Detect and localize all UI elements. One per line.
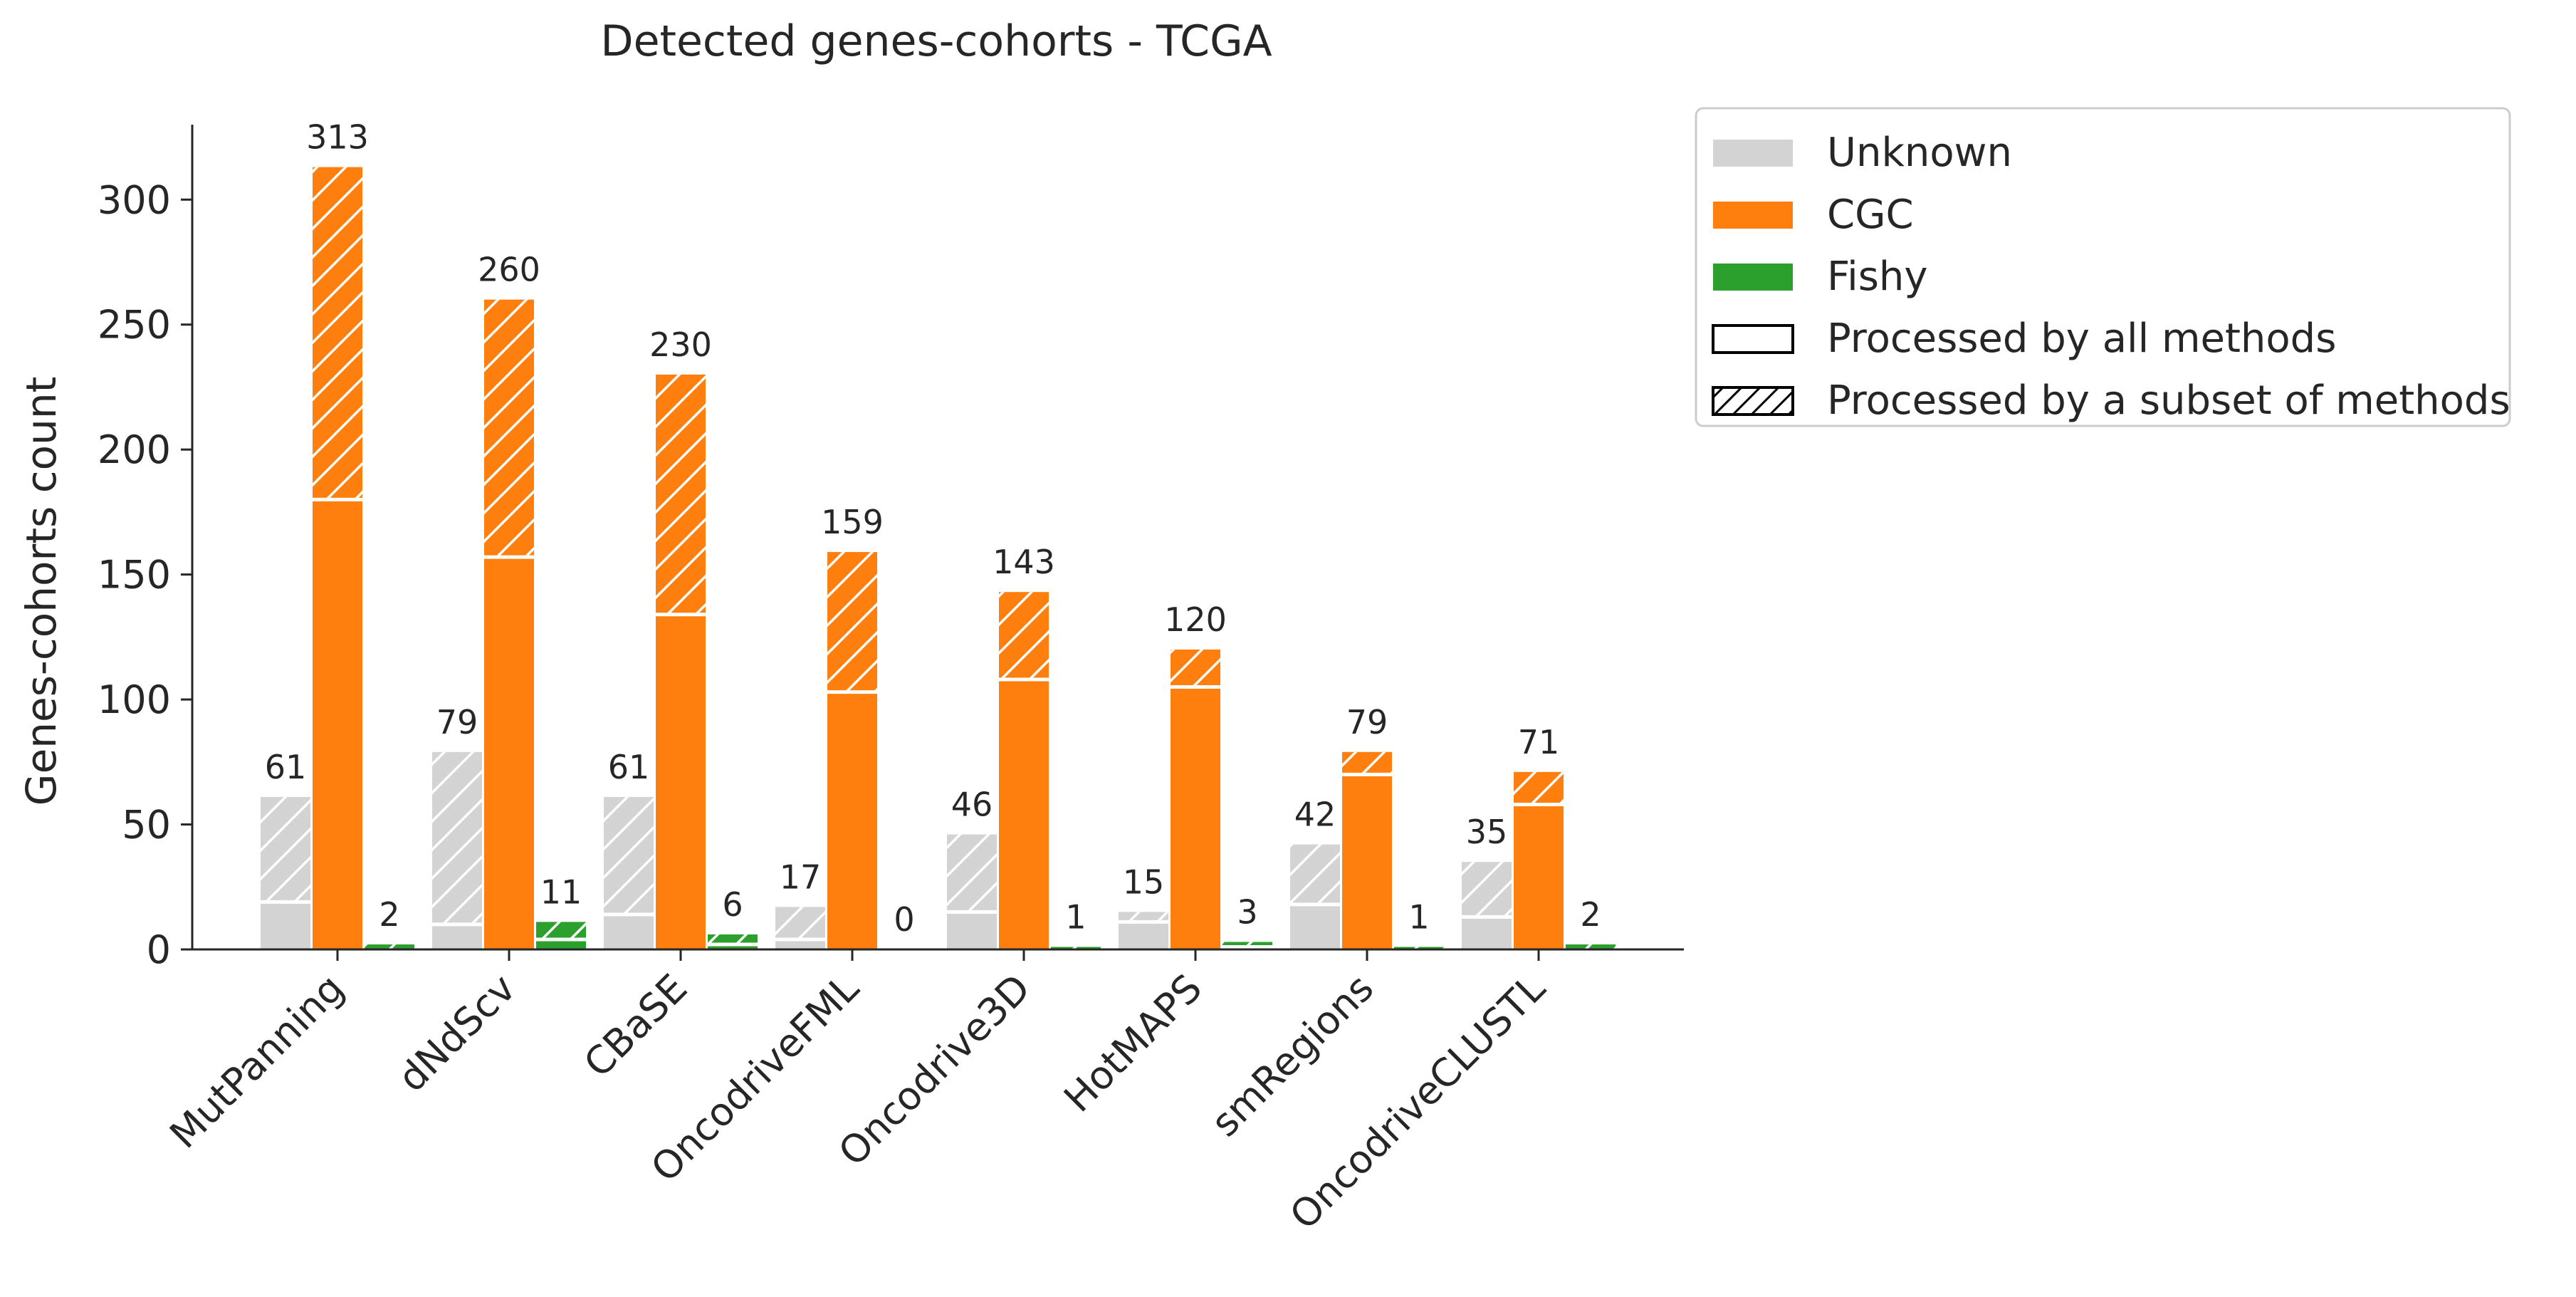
legend: Unknown CGC Fishy Processed by all methods P…	[1695, 107, 2511, 427]
bar-oncodrivefml-cgc-all-methods	[827, 692, 877, 949]
legend-swatch-cgc	[1713, 202, 1793, 229]
y-tick-label: 200	[98, 427, 171, 472]
value-label: 2	[379, 895, 399, 934]
legend-swatch-fishy	[1713, 264, 1793, 291]
bar-oncodriveclustl-cgc-subset-hatch	[1514, 771, 1564, 805]
y-tick-label: 150	[98, 553, 171, 598]
legend-label-unknown: Unknown	[1827, 130, 2012, 176]
chart-title: Detected genes-cohorts - TCGA	[600, 16, 1272, 66]
value-label: 1	[1065, 897, 1086, 936]
value-label: 61	[608, 748, 650, 786]
value-label: 42	[1294, 796, 1336, 834]
bar-cbase-unknown-subset-hatch	[604, 796, 654, 915]
bar-oncodrivefml-cgc-subset-hatch	[827, 552, 877, 692]
bar-cbase-fishy-all-methods	[708, 944, 758, 949]
bar-dndscv-cgc-all-methods	[484, 557, 534, 949]
x-tick-label: CBaSE	[575, 966, 696, 1086]
value-label: 159	[821, 503, 884, 541]
y-tick-label: 300	[98, 177, 171, 222]
bar-oncodrive3d-unknown-all-methods	[947, 912, 997, 949]
bar-smregions-unknown-subset-hatch	[1290, 844, 1340, 905]
bar-mutpanning-cgc-subset-hatch	[313, 167, 362, 500]
value-label: 71	[1518, 723, 1560, 761]
legend-swatch-processed-by-all-methods	[1712, 324, 1794, 354]
y-tick-label: 0	[147, 927, 171, 972]
value-label: 1	[1408, 897, 1429, 936]
bar-hotmaps-cgc-all-methods	[1171, 687, 1220, 949]
plot-area: 61 313 2 79 260 11 61 230 6 17 159 0 46 143 1 15 120 3 42 7…	[261, 118, 1616, 949]
bar-mutpanning-fishy-subset-hatch	[365, 944, 414, 949]
value-label: 120	[1164, 600, 1227, 639]
bar-oncodrive3d-fishy-subset-hatch	[1051, 947, 1101, 949]
value-label: 17	[780, 858, 822, 896]
bar-mutpanning-unknown-subset-hatch	[261, 796, 310, 902]
bar-oncodrivefml-unknown-all-methods	[775, 939, 825, 949]
x-tick-label: MutPanning	[161, 966, 352, 1157]
bar-oncodriveclustl-unknown-subset-hatch	[1462, 862, 1512, 917]
bar-hotmaps-unknown-subset-hatch	[1119, 912, 1168, 922]
legend-swatch-unknown	[1713, 140, 1793, 167]
y-axis-title: Genes-cohorts count	[17, 377, 66, 806]
bar-smregions-cgc-subset-hatch	[1342, 751, 1392, 775]
bar-cbase-fishy-subset-hatch	[708, 934, 758, 944]
legend-label-processed-by-a-subset-of-methods: Processed by a subset of methods	[1827, 377, 2510, 424]
value-label: 230	[649, 325, 712, 364]
y-tick-label: 50	[122, 803, 171, 848]
value-label: 143	[993, 543, 1055, 581]
value-label: 61	[265, 748, 307, 786]
bar-oncodrivefml-unknown-subset-hatch	[775, 907, 825, 939]
bar-dndscv-unknown-all-methods	[432, 924, 482, 949]
value-label: 15	[1123, 863, 1165, 901]
legend-frame	[1695, 107, 2511, 427]
legend-label-cgc: CGC	[1827, 192, 1914, 238]
bar-dndscv-fishy-all-methods	[536, 939, 586, 949]
legend-label-fishy: Fishy	[1827, 254, 1928, 300]
bar-mutpanning-unknown-all-methods	[261, 902, 310, 949]
value-label: 260	[478, 251, 540, 289]
bar-hotmaps-unknown-all-methods	[1119, 922, 1168, 949]
y-tick-label: 250	[98, 303, 171, 348]
value-label: 0	[894, 900, 914, 939]
bar-oncodrive3d-cgc-subset-hatch	[999, 592, 1049, 680]
bar-dndscv-unknown-subset-hatch	[432, 751, 482, 924]
bar-oncodriveclustl-cgc-all-methods	[1514, 804, 1564, 949]
bar-smregions-fishy-subset-hatch	[1394, 947, 1444, 949]
x-tick-label: dNdScv	[389, 966, 524, 1100]
value-label: 6	[722, 885, 743, 924]
value-label: 11	[540, 873, 582, 911]
bar-dndscv-cgc-subset-hatch	[484, 299, 534, 558]
value-label: 79	[436, 703, 478, 741]
y-tick-label: 100	[98, 677, 171, 722]
bar-hotmaps-cgc-subset-hatch	[1171, 649, 1220, 687]
bar-cbase-cgc-subset-hatch	[656, 374, 706, 615]
bar-hotmaps-fishy-subset-hatch	[1222, 942, 1272, 947]
bar-oncodriveclustl-fishy-subset-hatch	[1566, 944, 1616, 949]
value-label: 3	[1237, 892, 1257, 931]
bar-oncodrive3d-unknown-subset-hatch	[947, 834, 997, 912]
bar-dndscv-fishy-subset-hatch	[536, 922, 586, 939]
bar-smregions-unknown-all-methods	[1290, 904, 1340, 949]
bar-oncodriveclustl-unknown-all-methods	[1462, 917, 1512, 949]
value-label: 46	[951, 786, 993, 824]
legend-label-processed-by-all-methods: Processed by all methods	[1827, 316, 2336, 362]
x-tick-label: smRegions	[1203, 966, 1382, 1145]
bar-oncodrive3d-cgc-all-methods	[999, 679, 1049, 949]
bar-cbase-unknown-all-methods	[604, 914, 654, 949]
value-label: 313	[306, 118, 369, 157]
value-label: 79	[1346, 703, 1388, 741]
bar-smregions-cgc-all-methods	[1342, 774, 1392, 949]
bar-mutpanning-cgc-all-methods	[313, 499, 362, 949]
legend-swatch-processed-by-a-subset-of-methods	[1712, 386, 1794, 416]
bar-cbase-cgc-all-methods	[656, 614, 706, 949]
value-label: 35	[1466, 813, 1508, 851]
x-tick-label: HotMAPS	[1055, 966, 1210, 1121]
value-label: 2	[1580, 895, 1601, 934]
